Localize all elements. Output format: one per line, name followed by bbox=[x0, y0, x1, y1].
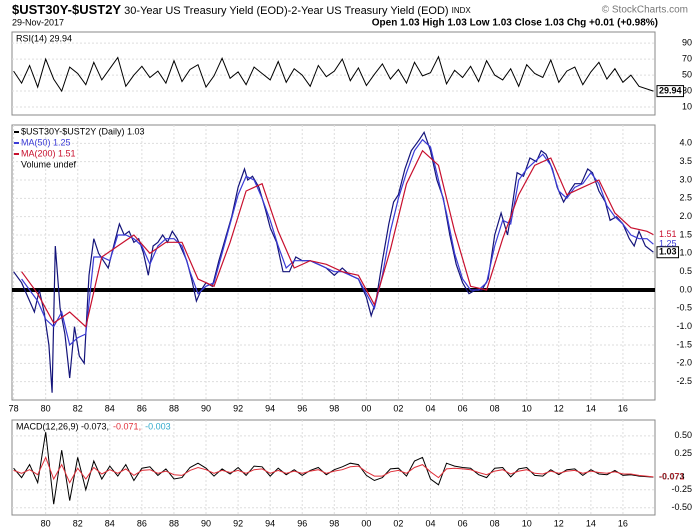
y-tick-label: 1.5 bbox=[679, 229, 692, 239]
x-tick-label: 88 bbox=[169, 403, 179, 413]
y-tick-label: -0.5 bbox=[676, 303, 692, 313]
x-tick-label: 02 bbox=[393, 518, 403, 528]
x-tick-label: 80 bbox=[41, 518, 51, 528]
legend-label: Volume undef bbox=[21, 159, 77, 169]
x-tick-label: 16 bbox=[618, 518, 628, 528]
x-tick-label: 00 bbox=[361, 403, 371, 413]
x-tick-label: 98 bbox=[329, 403, 339, 413]
end-value-box bbox=[656, 85, 685, 98]
x-tick-label: 96 bbox=[297, 403, 307, 413]
y-tick-label: -0.25 bbox=[671, 484, 692, 494]
x-tick-label: 16 bbox=[618, 403, 628, 413]
end-value-label: 1.03 bbox=[659, 247, 677, 257]
x-tick-label: 04 bbox=[426, 403, 436, 413]
y-tick-label: -1.0 bbox=[676, 321, 692, 331]
x-tick-label: 98 bbox=[329, 518, 339, 528]
series-line bbox=[21, 138, 654, 347]
y-tick-label: 70 bbox=[682, 54, 692, 64]
y-tick-label: 3.0 bbox=[679, 174, 692, 184]
x-tick-label: 84 bbox=[105, 403, 115, 413]
x-tick-label: 12 bbox=[554, 403, 564, 413]
end-value-box bbox=[656, 246, 680, 259]
description: 30-Year US Treasury Yield (EOD)-2-Year U… bbox=[124, 5, 448, 17]
x-tick-label: 82 bbox=[73, 403, 83, 413]
x-tick-label: 14 bbox=[586, 403, 596, 413]
x-tick-label: 92 bbox=[233, 403, 243, 413]
end-value-label: 29.94 bbox=[659, 85, 682, 95]
end-value-label: 1.51 bbox=[659, 229, 677, 239]
y-tick-label: 0.0 bbox=[679, 284, 692, 294]
y-tick-label: 0.50 bbox=[674, 430, 692, 440]
x-tick-label: 92 bbox=[233, 518, 243, 528]
legend-label: MA(200) 1.51 bbox=[21, 148, 76, 158]
x-tick-label: 06 bbox=[458, 403, 468, 413]
x-tick-label: 96 bbox=[297, 518, 307, 528]
x-tick-label: 94 bbox=[265, 518, 275, 528]
x-tick-label: 08 bbox=[490, 403, 500, 413]
exchange: INDX bbox=[452, 6, 472, 15]
panel bbox=[11, 124, 656, 401]
legend-label: MACD(12,26,9) -0.073, bbox=[16, 421, 109, 431]
date: 29-Nov-2017 bbox=[12, 17, 64, 27]
legend-label: -0.071, bbox=[113, 421, 141, 431]
y-tick-label: 0.5 bbox=[679, 266, 692, 276]
series-line bbox=[13, 456, 654, 484]
y-tick-label: 1.0 bbox=[679, 248, 692, 258]
x-tick-label: 88 bbox=[169, 518, 179, 528]
y-tick-label: 2.0 bbox=[679, 211, 692, 221]
x-tick-label: 02 bbox=[393, 403, 403, 413]
x-tick-label: 90 bbox=[201, 518, 211, 528]
y-tick-label: 2.5 bbox=[679, 193, 692, 203]
quote: Open 1.03 High 1.03 Low 1.03 Close 1.03 … bbox=[372, 18, 658, 29]
x-tick-label: 10 bbox=[522, 518, 532, 528]
y-tick-label: 90 bbox=[682, 38, 692, 48]
x-tick-label: 94 bbox=[265, 403, 275, 413]
y-tick-label: 10 bbox=[682, 101, 692, 111]
x-tick-label: 86 bbox=[137, 403, 147, 413]
y-tick-label: 50 bbox=[682, 69, 692, 79]
y-tick-label: 4.0 bbox=[679, 138, 692, 148]
y-tick-label: 30 bbox=[682, 85, 692, 95]
x-tick-label: 12 bbox=[554, 518, 564, 528]
x-tick-label: 14 bbox=[586, 518, 596, 528]
series-line bbox=[21, 149, 654, 328]
panel bbox=[11, 31, 656, 116]
symbol: $UST30Y-$UST2Y bbox=[12, 2, 121, 17]
x-tick-label: 04 bbox=[426, 518, 436, 528]
y-tick-label: -0.50 bbox=[671, 502, 692, 512]
y-tick-label: -2.5 bbox=[676, 376, 692, 386]
y-tick-label: -1.5 bbox=[676, 339, 692, 349]
y-tick-label: 3.5 bbox=[679, 156, 692, 166]
x-tick-label: 90 bbox=[201, 403, 211, 413]
x-tick-label: 06 bbox=[458, 518, 468, 528]
end-value-label: -0.071 bbox=[659, 471, 685, 481]
legend-label: $UST30Y-$UST2Y (Daily) 1.03 bbox=[21, 126, 145, 136]
x-tick-label: 82 bbox=[73, 518, 83, 528]
x-tick-label: 08 bbox=[490, 518, 500, 528]
x-tick-label: 86 bbox=[137, 518, 147, 528]
x-tick-label: 00 bbox=[361, 518, 371, 528]
legend-label: RSI(14) 29.94 bbox=[16, 33, 72, 43]
end-value-label: 1.25 bbox=[659, 239, 677, 249]
series-line bbox=[13, 55, 654, 93]
x-tick-label: 10 bbox=[522, 403, 532, 413]
y-tick-label: 0.25 bbox=[674, 448, 692, 458]
x-tick-label: 78 bbox=[9, 403, 19, 413]
legend-label: -0.003 bbox=[145, 421, 171, 431]
header-line: $UST30Y-$UST2Y 30-Year US Treasury Yield… bbox=[12, 2, 471, 17]
y-tick-label: -2.0 bbox=[676, 358, 692, 368]
copyright: © StockCharts.com bbox=[602, 5, 688, 16]
end-value-label: -0.073 bbox=[659, 471, 685, 481]
x-tick-label: 84 bbox=[105, 518, 115, 528]
x-tick-label: 80 bbox=[41, 403, 51, 413]
legend-label: MA(50) 1.25 bbox=[21, 137, 71, 147]
